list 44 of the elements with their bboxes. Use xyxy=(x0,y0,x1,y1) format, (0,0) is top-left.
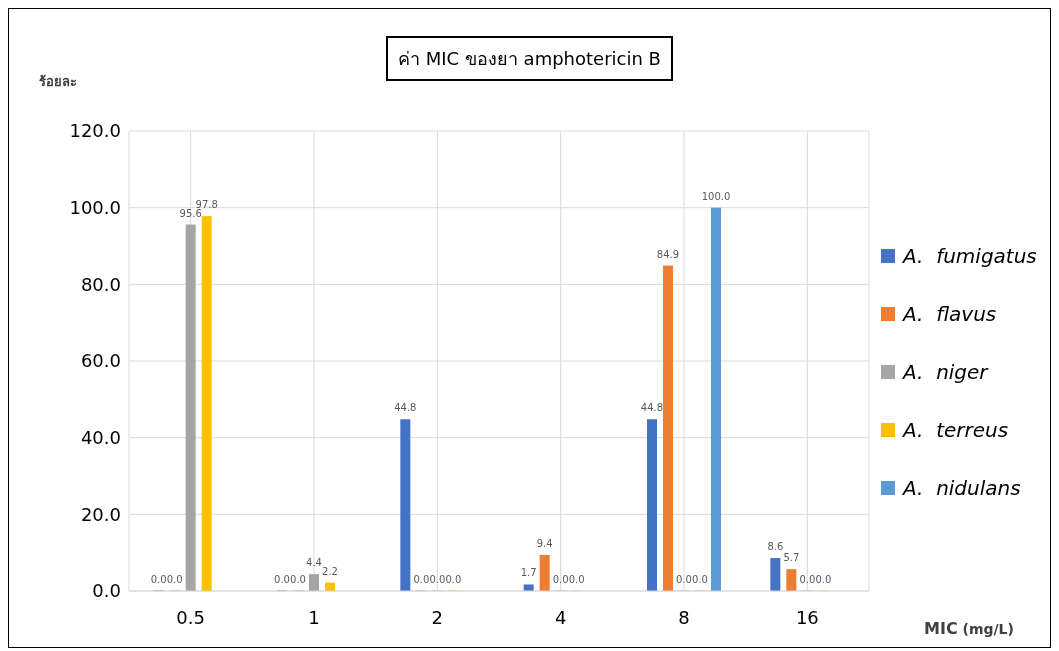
data-label: 8.6 xyxy=(767,541,784,553)
data-label: 5.7 xyxy=(783,552,800,564)
legend-label: A. flavus xyxy=(903,302,997,326)
x-axis-title: MIC (mg/L) xyxy=(924,619,1014,638)
y-tick-label: 100.0 xyxy=(69,197,121,219)
data-label: 0.0 xyxy=(815,574,832,585)
y-tick-label: 20.0 xyxy=(80,503,121,525)
data-label: 2.2 xyxy=(322,565,338,577)
data-label: 0.0 xyxy=(150,574,167,585)
data-label: 4.4 xyxy=(306,557,322,569)
data-label: 44.8 xyxy=(640,402,664,414)
chart-title: ค่า MIC ของยา amphotericin B xyxy=(386,36,673,81)
x-tick-label: 1 xyxy=(308,606,320,628)
data-label: 84.9 xyxy=(656,248,680,260)
data-label: 0.0 xyxy=(676,574,692,585)
x-tick-label: 0.5 xyxy=(176,606,205,628)
y-tick-label: 0.0 xyxy=(92,580,121,602)
data-label: 0.0 xyxy=(429,574,446,585)
data-label: 100.0 xyxy=(701,190,731,202)
data-label: 44.8 xyxy=(394,402,417,414)
x-tick-label: 4 xyxy=(554,606,567,628)
data-label: 0.0 xyxy=(799,574,816,585)
data-label: 0.0 xyxy=(166,574,183,585)
data-label: 0.0 xyxy=(552,574,569,585)
data-label: 0.0 xyxy=(290,574,306,585)
y-tick-label: 80.0 xyxy=(80,273,121,295)
legend-label: A. niger xyxy=(903,360,988,384)
data-label: 0.0 xyxy=(692,574,708,585)
x-tick-label: 16 xyxy=(795,606,819,628)
data-label: 9.4 xyxy=(536,537,553,549)
y-axis-title: ร้อยละ xyxy=(39,73,77,91)
data-label: 0.0 xyxy=(568,574,585,585)
data-label: 1.7 xyxy=(520,567,537,579)
y-tick-label: 120.0 xyxy=(69,120,121,142)
legend-label: A. terreus xyxy=(903,418,1009,442)
data-label: 0.0 xyxy=(274,574,290,585)
legend-label: A. nidulans xyxy=(903,476,1021,500)
legend-label: A. fumigatus xyxy=(903,244,1037,268)
data-label: 0.0 xyxy=(413,574,430,585)
data-label: 0.0 xyxy=(445,574,462,585)
x-tick-label: 8 xyxy=(678,606,690,628)
y-tick-label: 40.0 xyxy=(80,427,121,449)
x-tick-label: 2 xyxy=(431,606,444,628)
y-tick-label: 60.0 xyxy=(80,350,121,372)
